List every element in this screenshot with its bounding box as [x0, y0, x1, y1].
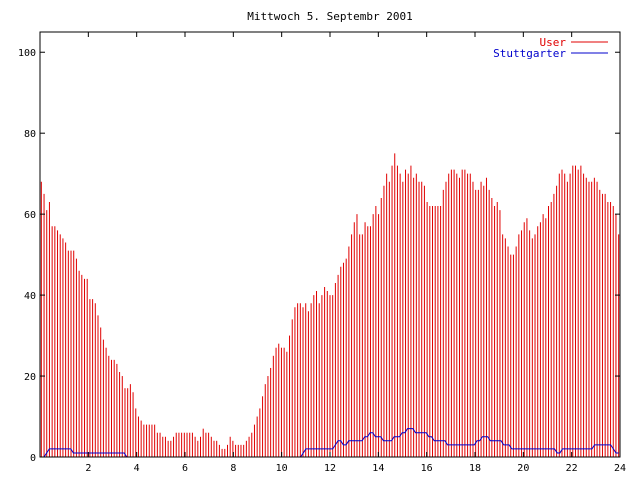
y-tick-label: 40 — [24, 291, 36, 302]
x-tick-label: 4 — [134, 463, 140, 474]
y-tick-label: 20 — [24, 372, 36, 383]
x-tick-label: 22 — [566, 463, 578, 474]
user-series — [40, 153, 620, 457]
x-tick-label: 8 — [230, 463, 236, 474]
y-tick-label: 80 — [24, 129, 36, 140]
y-tick-label: 0 — [30, 453, 36, 464]
legend-label-stuttgarter: Stuttgarter — [493, 47, 566, 60]
x-tick-label: 10 — [276, 463, 288, 474]
x-tick-label: 18 — [469, 463, 481, 474]
x-tick-label: 2 — [85, 463, 91, 474]
x-tick-label: 14 — [372, 463, 384, 474]
x-tick-label: 16 — [421, 463, 433, 474]
x-tick-label: 20 — [517, 463, 529, 474]
x-tick-label: 24 — [614, 463, 626, 474]
y-tick-label: 60 — [24, 210, 36, 221]
chart-title: Mittwoch 5. Septembr 2001 — [247, 10, 413, 23]
x-tick-label: 12 — [324, 463, 336, 474]
x-tick-label: 6 — [182, 463, 188, 474]
y-tick-label: 100 — [18, 48, 36, 59]
legend-label-user: User — [540, 36, 567, 49]
legend: User Stuttgarter — [493, 36, 608, 60]
